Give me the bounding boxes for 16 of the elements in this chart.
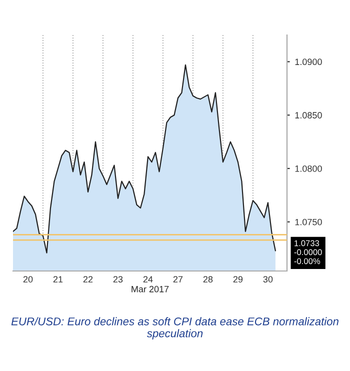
x-axis-title: Mar 2017 [132, 286, 169, 292]
x-tick-label: 20 [23, 276, 33, 282]
x-tick-label: 30 [263, 276, 273, 282]
y-tick-label: 1.0850 [295, 112, 322, 118]
ref-line-label: 1.0733 -0.0000 -0.00% [294, 240, 322, 264]
x-tick-label: 27 [173, 276, 183, 282]
x-tick-label: 24 [143, 276, 153, 282]
x-tick-label: 28 [203, 276, 213, 282]
x-tick-label: 21 [53, 276, 63, 282]
y-tick-label: 1.0750 [295, 218, 322, 226]
y-tick-label: 1.0900 [295, 58, 322, 66]
x-tick-label: 29 [233, 276, 243, 282]
y-tick-label: 1.0800 [295, 165, 322, 172]
x-tick-label: 22 [83, 276, 93, 282]
text: EUR/USD: Euro declines as soft CPI data ease ECB normalization speculation [11, 317, 338, 340]
x-tick-label: 23 [113, 276, 123, 282]
